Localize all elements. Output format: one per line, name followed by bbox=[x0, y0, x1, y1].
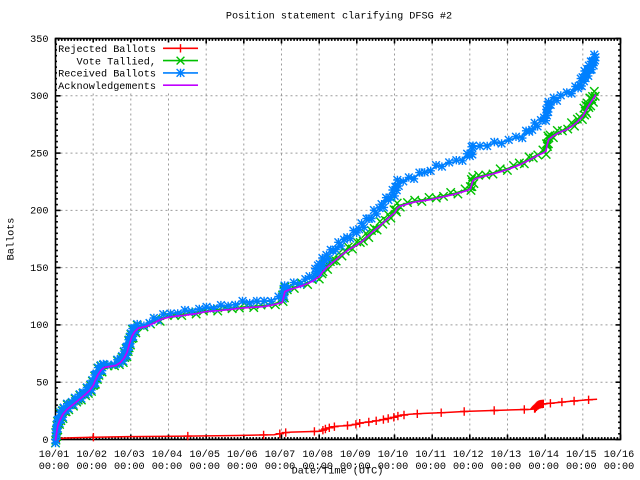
svg-text:Received Ballots: Received Ballots bbox=[58, 69, 156, 81]
svg-text:10/01: 10/01 bbox=[39, 449, 70, 461]
svg-text:00:00: 00:00 bbox=[528, 462, 559, 473]
svg-text:10/08: 10/08 bbox=[302, 449, 333, 461]
svg-text:100: 100 bbox=[30, 321, 48, 332]
svg-text:Date/Time (UTC): Date/Time (UTC) bbox=[292, 466, 384, 478]
svg-text:10/16: 10/16 bbox=[604, 449, 635, 461]
svg-text:00:00: 00:00 bbox=[604, 462, 635, 473]
svg-text:10/02: 10/02 bbox=[76, 449, 107, 461]
svg-text:10/10: 10/10 bbox=[378, 449, 409, 461]
svg-text:Rejected Ballots: Rejected Ballots bbox=[58, 44, 156, 56]
svg-text:0: 0 bbox=[42, 436, 48, 447]
svg-text:Position statement clarifying: Position statement clarifying DFSG #2 bbox=[226, 11, 452, 23]
svg-text:350: 350 bbox=[30, 35, 48, 46]
svg-text:Acknowledgements: Acknowledgements bbox=[58, 81, 156, 93]
svg-text:00:00: 00:00 bbox=[265, 462, 296, 473]
svg-text:00:00: 00:00 bbox=[453, 462, 484, 473]
svg-text:Vote Tallied,: Vote Tallied, bbox=[77, 56, 156, 68]
svg-text:10/05: 10/05 bbox=[189, 449, 220, 461]
svg-text:250: 250 bbox=[30, 149, 48, 160]
svg-text:00:00: 00:00 bbox=[340, 462, 371, 473]
svg-text:00:00: 00:00 bbox=[189, 462, 220, 473]
svg-text:00:00: 00:00 bbox=[491, 462, 522, 473]
svg-text:00:00: 00:00 bbox=[566, 462, 597, 473]
svg-text:00:00: 00:00 bbox=[415, 462, 446, 473]
svg-text:10/14: 10/14 bbox=[528, 449, 559, 461]
svg-text:00:00: 00:00 bbox=[378, 462, 409, 473]
svg-text:00:00: 00:00 bbox=[114, 462, 145, 473]
svg-text:10/15: 10/15 bbox=[566, 449, 597, 461]
svg-text:10/12: 10/12 bbox=[453, 449, 484, 461]
svg-text:10/03: 10/03 bbox=[114, 449, 145, 461]
svg-text:10/13: 10/13 bbox=[491, 449, 522, 461]
svg-text:00:00: 00:00 bbox=[302, 462, 333, 473]
svg-text:200: 200 bbox=[30, 207, 48, 218]
svg-text:00:00: 00:00 bbox=[76, 462, 107, 473]
svg-text:10/07: 10/07 bbox=[265, 449, 296, 461]
svg-text:10/06: 10/06 bbox=[227, 449, 258, 461]
svg-text:300: 300 bbox=[30, 92, 48, 103]
svg-text:10/04: 10/04 bbox=[152, 449, 183, 461]
svg-text:150: 150 bbox=[30, 264, 48, 275]
svg-text:50: 50 bbox=[36, 379, 48, 390]
svg-text:Ballots: Ballots bbox=[6, 218, 18, 261]
svg-text:10/11: 10/11 bbox=[415, 449, 446, 461]
svg-text:10/09: 10/09 bbox=[340, 449, 371, 461]
svg-text:00:00: 00:00 bbox=[39, 462, 70, 473]
svg-text:00:00: 00:00 bbox=[227, 462, 258, 473]
svg-text:00:00: 00:00 bbox=[152, 462, 183, 473]
